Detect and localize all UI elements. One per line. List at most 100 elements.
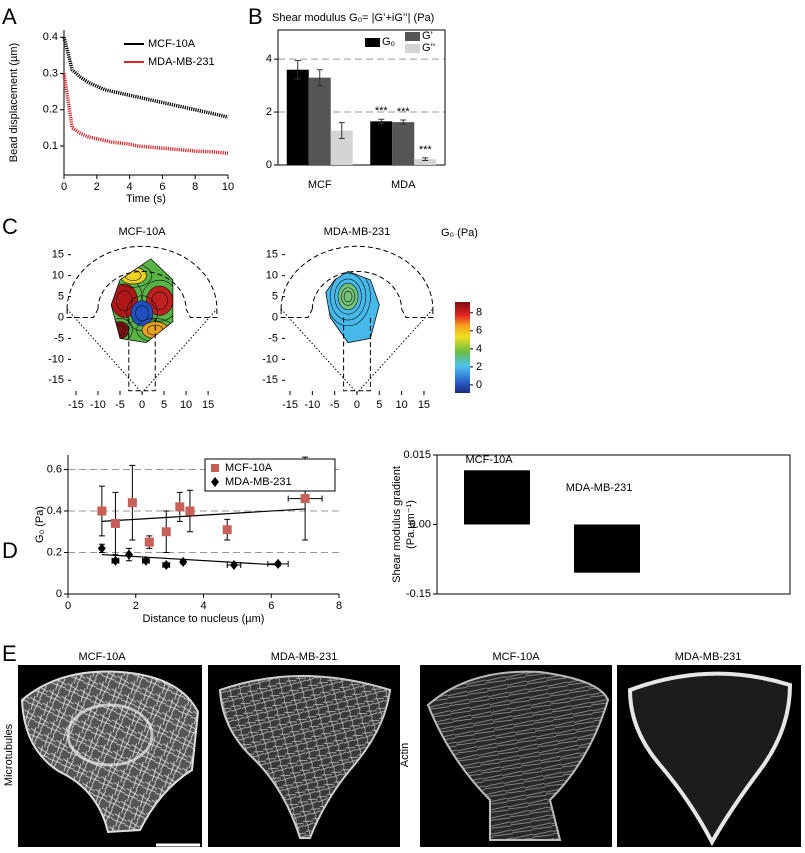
bar [370, 121, 393, 165]
y-tick-label: 2 [266, 106, 272, 118]
point [175, 502, 185, 512]
x-tick-label: 0 [65, 600, 71, 612]
contour-line [116, 290, 133, 312]
axis-line [63, 30, 228, 176]
point [144, 537, 154, 547]
y-tick-label: 0.015 [403, 449, 431, 461]
x-tick-label: 10 [222, 181, 234, 193]
chart-title: Shear modulus G₀= |G’+iG’’| (Pa) [272, 12, 434, 24]
annotation: *** [419, 144, 433, 156]
legend-label: MDA-MB-231 [225, 476, 292, 488]
panel-label: C [2, 214, 18, 239]
bar [286, 69, 309, 165]
y-axis-label: Bead displacement (µm) [8, 43, 20, 162]
panel-label: B [248, 4, 263, 29]
point [97, 506, 107, 516]
legend-swatch [211, 477, 219, 487]
x-axis-label: Distance to nucleus (µm) [143, 613, 265, 625]
data-line [62, 73, 229, 155]
legend-swatch [405, 32, 420, 41]
annotation: *** [375, 105, 389, 117]
cell [426, 670, 610, 841]
legend-label: G’ [422, 30, 433, 42]
y-tick-label: 4 [266, 53, 272, 65]
x-tick-label: 5 [161, 399, 167, 411]
error-bar [422, 157, 429, 161]
plot-frame [436, 454, 791, 595]
contour-line [329, 272, 367, 321]
x-tick-label: 10 [396, 399, 408, 411]
y-tick-label: -5 [268, 332, 278, 344]
error-bar [294, 59, 301, 80]
y-tick-label: -10 [262, 353, 278, 365]
image-title: MDA-MB-231 [675, 651, 742, 663]
x-tick-label: 10 [180, 399, 192, 411]
outline [66, 308, 218, 318]
point [111, 555, 120, 566]
y-tick-label: -0.15 [406, 588, 431, 600]
error-bar [316, 69, 323, 87]
y-tick-label: -5 [54, 332, 64, 344]
colorbar [455, 302, 470, 393]
y-tick-label: 0.4 [43, 31, 58, 43]
chart-title: MDA-MB-231 [324, 226, 391, 238]
y-tick-label: 0 [272, 311, 278, 323]
y-tick-label: 0.2 [47, 546, 62, 558]
outline [128, 317, 156, 392]
legend-swatch [405, 44, 420, 53]
category-label: MDA-MB-231 [566, 482, 633, 494]
legend-label: MDA-MB-231 [148, 56, 215, 68]
chart-title: MCF-10A [118, 226, 166, 238]
image-title: MCF-10A [492, 651, 540, 663]
contour-line [325, 271, 371, 327]
annotation: *** [397, 106, 411, 118]
map-patch [146, 286, 173, 316]
outline [280, 308, 434, 318]
outline [280, 245, 434, 310]
x-tick-label: 15 [202, 399, 214, 411]
outline [66, 308, 218, 394]
y-tick-label: 4 [476, 343, 482, 355]
y-tick-label: 8 [476, 307, 482, 319]
x-tick-label: 6 [268, 600, 274, 612]
contour-line [130, 300, 154, 327]
y-tick-label: 5 [272, 290, 278, 302]
legend-label: G’’ [422, 42, 435, 54]
map-outline [110, 258, 174, 344]
legend-label: MCF-10A [225, 462, 273, 474]
cell [20, 670, 200, 834]
colorbar-title: G₀ (Pa) [441, 227, 478, 239]
outline [97, 271, 187, 310]
legend-label: MCF-10A [148, 38, 196, 50]
bar [574, 524, 640, 573]
y-axis-label: (Pa.µm⁻¹) [405, 500, 417, 549]
point [185, 506, 195, 516]
contour-map [325, 271, 380, 343]
map-patch [111, 283, 138, 318]
contour-line [343, 290, 353, 303]
x-tick-label: -15 [282, 399, 298, 411]
y-tick-label: 0 [266, 159, 272, 171]
image-panel: MCF-10A MDA-MB-231 MCF-10A MDA-MB-231 Mi… [3, 651, 801, 847]
x-axis-label: Time (s) [126, 193, 166, 205]
y-tick-label: 0 [58, 311, 64, 323]
y-tick-label: 0.2 [43, 104, 58, 116]
cell [627, 671, 793, 847]
outline [343, 317, 371, 392]
bar [330, 130, 353, 165]
bar [392, 122, 415, 165]
x-tick-label: MCF [308, 179, 332, 191]
x-tick-label: 4 [200, 600, 206, 612]
y-tick-label: -15 [48, 374, 64, 386]
y-tick-label: 0.4 [47, 505, 62, 517]
legend-label: G₀ [382, 36, 395, 48]
x-tick-label: 8 [336, 600, 342, 612]
outline [311, 271, 403, 310]
x-tick-label: 2 [133, 600, 139, 612]
y-axis-label: Shear modulus gradient [391, 466, 403, 583]
x-tick-label: 2 [94, 181, 100, 193]
bar [414, 159, 437, 165]
y-tick-label: 15 [52, 249, 64, 261]
point [124, 549, 133, 560]
